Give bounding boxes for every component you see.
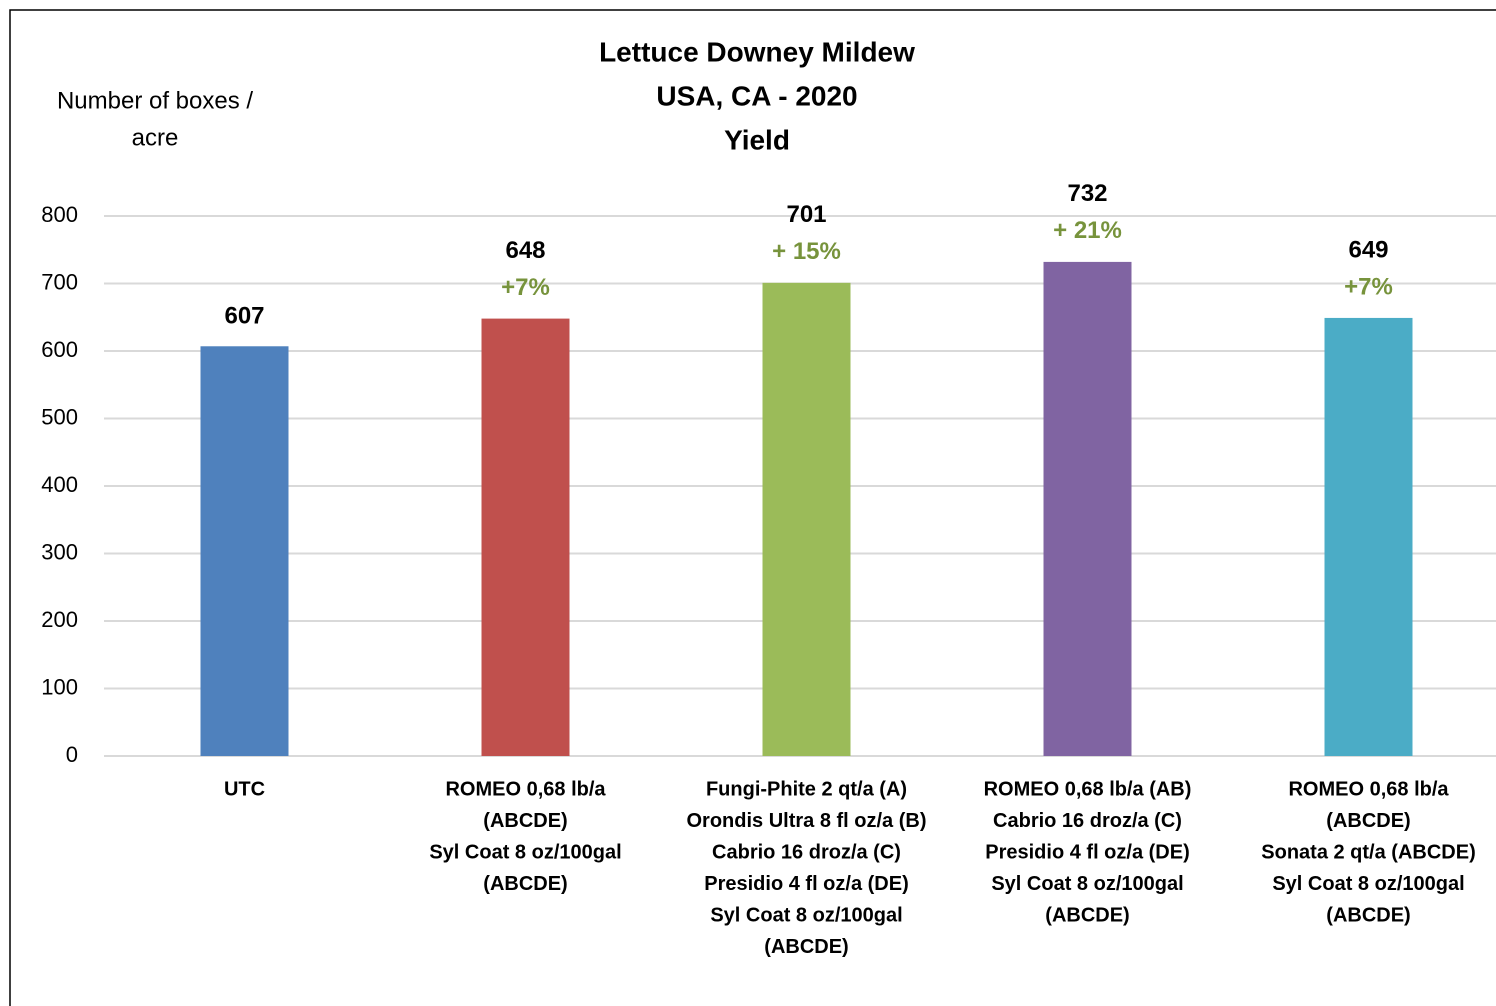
chart-title: Lettuce Downey Mildew [599,36,915,67]
x-tick-label: ROMEO 0,68 lb/a [445,778,606,800]
x-tick-label: Syl Coat 8 oz/100gal [991,873,1183,895]
data-label: 649 [1348,236,1388,263]
x-tick-label: Fungi-Phite 2 qt/a (A) [706,778,907,800]
y-axis-label: acre [132,124,179,151]
data-label: 732 [1067,180,1107,207]
annotation: + 15% [772,238,841,265]
bar [762,282,851,756]
x-tick-label: Presidio 4 fl oz/a (DE) [704,873,908,895]
y-tick-label: 0 [66,742,78,767]
x-tick-label: (ABCDE) [1045,904,1129,926]
y-tick-label: 500 [41,404,78,429]
y-tick-label: 400 [41,472,78,497]
y-tick-label: 700 [41,269,78,294]
x-tick-label: Syl Coat 8 oz/100gal [710,904,902,926]
y-tick-label: 200 [41,607,78,632]
x-tick-label: (ABCDE) [764,936,848,958]
x-tick-label: (ABCDE) [483,873,567,895]
data-label: 648 [505,237,545,264]
chart-title: USA, CA - 2020 [656,80,857,111]
bar [481,318,570,756]
x-tick-label: Syl Coat 8 oz/100gal [1272,873,1464,895]
y-tick-label: 600 [41,337,78,362]
annotation: +7% [501,274,550,301]
annotation: +7% [1344,273,1393,300]
data-label: 607 [224,303,264,330]
chart-title: Yield [724,124,790,155]
y-tick-label: 300 [41,539,78,564]
x-tick-label: UTC [224,778,265,800]
x-tick-label: (ABCDE) [1326,810,1410,832]
x-tick-label: Cabrio 16 droz/a (C) [712,841,901,863]
x-tick-label: Sonata 2 qt/a (ABCDE) [1261,841,1475,863]
y-tick-label: 800 [41,202,78,227]
x-tick-label: Orondis Ultra 8 fl oz/a (B) [686,810,926,832]
x-tick-label: ROMEO 0,68 lb/a [1288,778,1449,800]
y-axis-label: Number of boxes / [57,87,253,114]
annotation: + 21% [1053,217,1122,244]
bar [200,346,289,756]
x-tick-label: Presidio 4 fl oz/a (DE) [985,841,1189,863]
x-tick-label: (ABCDE) [483,810,567,832]
bar [1324,317,1413,756]
y-tick-label: 100 [41,674,78,699]
x-tick-label: Cabrio 16 droz/a (C) [993,810,1182,832]
x-tick-label: Syl Coat 8 oz/100gal [429,841,621,863]
data-label: 701 [786,201,826,228]
x-tick-label: (ABCDE) [1326,904,1410,926]
bar [1043,261,1132,756]
x-tick-label: ROMEO 0,68 lb/a (AB) [984,778,1192,800]
